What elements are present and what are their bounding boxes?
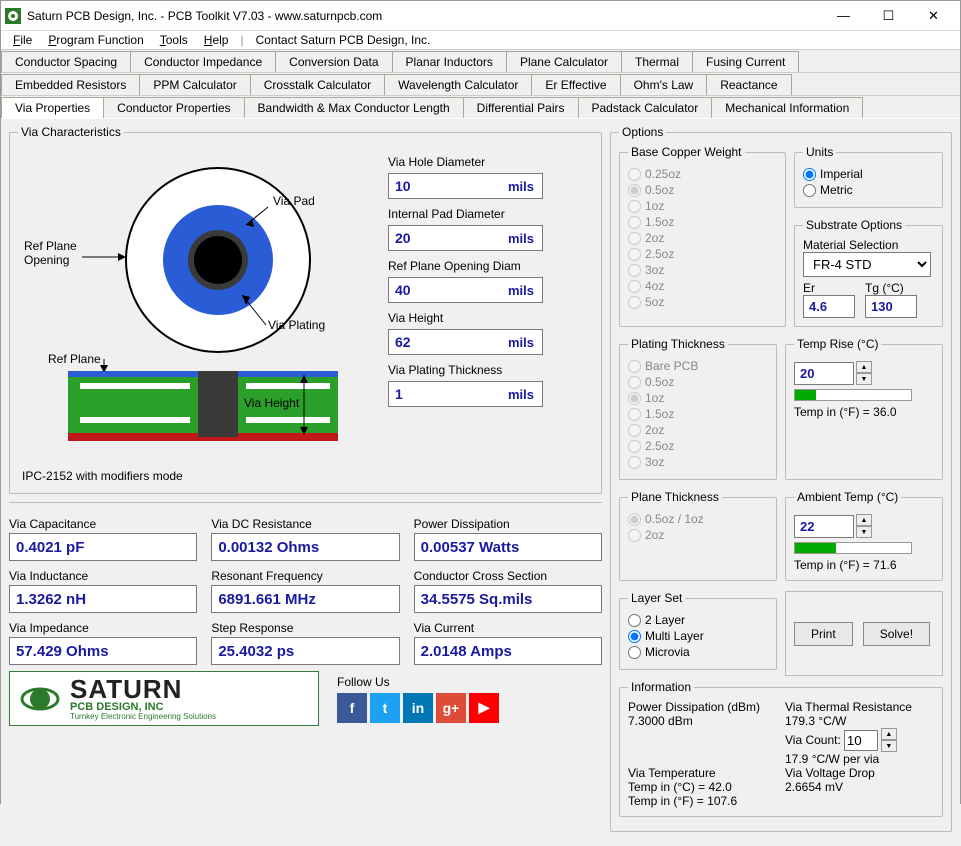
substrate-group: Substrate Options Material Selection FR-… bbox=[794, 218, 943, 327]
plane-thickness-group: Plane Thickness0.5oz / 1oz2oz bbox=[619, 490, 777, 581]
tab-conductor-impedance[interactable]: Conductor Impedance bbox=[130, 51, 276, 72]
tab-thermal[interactable]: Thermal bbox=[621, 51, 693, 72]
via_height-input[interactable] bbox=[389, 334, 479, 350]
via_current-value: 2.0148 Amps bbox=[414, 637, 602, 665]
temp-rise-down[interactable]: ▼ bbox=[856, 373, 872, 385]
tab-embedded-resistors[interactable]: Embedded Resistors bbox=[1, 74, 140, 95]
logo-main: SATURN bbox=[70, 676, 216, 702]
via-count-input[interactable] bbox=[844, 730, 878, 751]
tab-conductor-properties[interactable]: Conductor Properties bbox=[103, 97, 244, 118]
titlebar-title: Saturn PCB Design, Inc. - PCB Toolkit V7… bbox=[27, 9, 821, 23]
solve-button[interactable]: Solve! bbox=[863, 622, 930, 646]
via_dc_resistance-value: 0.00132 Ohms bbox=[211, 533, 399, 561]
via_hole_diameter-input[interactable] bbox=[389, 178, 479, 194]
via-diagram: Via Pad Ref Plane Opening Via Plating Re… bbox=[18, 145, 378, 465]
svg-text:Opening: Opening bbox=[24, 253, 69, 267]
temp-rise-up[interactable]: ▲ bbox=[856, 361, 872, 373]
tab-ppm-calculator[interactable]: PPM Calculator bbox=[139, 74, 250, 95]
menu-program-function[interactable]: Program Function bbox=[42, 31, 149, 49]
via_capacitance-value: 0.4021 pF bbox=[9, 533, 197, 561]
tab-crosstalk-calculator[interactable]: Crosstalk Calculator bbox=[250, 74, 385, 95]
tab-er-effective[interactable]: Er Effective bbox=[531, 74, 620, 95]
via-characteristics-legend: Via Characteristics bbox=[18, 125, 124, 139]
youtube-icon[interactable]: ▶ bbox=[469, 693, 499, 723]
titlebar: Saturn PCB Design, Inc. - PCB Toolkit V7… bbox=[1, 1, 960, 31]
gplus-icon[interactable]: g+ bbox=[436, 693, 466, 723]
ambient-temp-input[interactable] bbox=[794, 515, 854, 538]
linkedin-icon[interactable]: in bbox=[403, 693, 433, 723]
base-copper-group: Base Copper Weight0.25oz0.5oz1oz1.5oz2oz… bbox=[619, 145, 786, 327]
via_inductance-value: 1.3262 nH bbox=[9, 585, 197, 613]
close-button[interactable]: ✕ bbox=[911, 1, 956, 31]
step_response-value: 25.4032 ps bbox=[211, 637, 399, 665]
ref_plane_opening-input[interactable] bbox=[389, 282, 479, 298]
plating-thickness-group: Plating ThicknessBare PCB0.5oz1oz1.5oz2o… bbox=[619, 337, 777, 480]
er-input[interactable] bbox=[803, 295, 855, 318]
ambient-temp-group: Ambient Temp (°C) ▲▼ Temp in (°F) = 71.6 bbox=[785, 490, 943, 581]
options-group: Options Base Copper Weight0.25oz0.5oz1oz… bbox=[610, 125, 952, 832]
logo-tag: Turnkey Electronic Engineering Solutions bbox=[70, 713, 216, 721]
follow-label: Follow Us bbox=[337, 675, 499, 689]
tab-fusing-current[interactable]: Fusing Current bbox=[692, 51, 799, 72]
menu-file[interactable]: File bbox=[7, 31, 38, 49]
saturn-logo[interactable]: SATURN PCB DESIGN, INC Turnkey Electroni… bbox=[9, 671, 319, 726]
svg-text:Via Plating: Via Plating bbox=[268, 318, 325, 332]
tab-differential-pairs[interactable]: Differential Pairs bbox=[463, 97, 579, 118]
information-group: Information Power Dissipation (dBm)7.300… bbox=[619, 680, 943, 817]
temp-rise-group: Temp Rise (°C) ▲▼ Temp in (°F) = 36.0 bbox=[785, 337, 943, 480]
tab-bandwidth-max-conductor-length[interactable]: Bandwidth & Max Conductor Length bbox=[244, 97, 464, 118]
tab-padstack-calculator[interactable]: Padstack Calculator bbox=[578, 97, 713, 118]
app-window: Saturn PCB Design, Inc. - PCB Toolkit V7… bbox=[0, 0, 961, 804]
svg-text:Via Height: Via Height bbox=[244, 396, 300, 410]
print-button[interactable]: Print bbox=[794, 622, 853, 646]
minimize-button[interactable]: — bbox=[821, 1, 866, 31]
maximize-button[interactable]: ☐ bbox=[866, 1, 911, 31]
tab-reactance[interactable]: Reactance bbox=[706, 74, 791, 95]
menu-tools[interactable]: Tools bbox=[154, 31, 194, 49]
tab-wavelength-calculator[interactable]: Wavelength Calculator bbox=[384, 74, 532, 95]
tab-ohm-s-law[interactable]: Ohm's Law bbox=[620, 74, 708, 95]
power_dissipation-value: 0.00537 Watts bbox=[414, 533, 602, 561]
via_plating_thickness-input[interactable] bbox=[389, 386, 479, 402]
svg-text:Ref Plane: Ref Plane bbox=[48, 352, 101, 366]
mode-text: IPC-2152 with modifiers mode bbox=[22, 469, 593, 483]
resonant_frequency-value: 6891.661 MHz bbox=[211, 585, 399, 613]
tg-input[interactable] bbox=[865, 295, 917, 318]
app-icon bbox=[5, 8, 21, 24]
tab-conversion-data[interactable]: Conversion Data bbox=[275, 51, 392, 72]
layer-set-group: Layer Set2 LayerMulti LayerMicrovia bbox=[619, 591, 777, 670]
internal_pad_diameter-input[interactable] bbox=[389, 230, 479, 246]
menubar: File Program Function Tools Help | Conta… bbox=[1, 31, 960, 49]
material-select[interactable]: FR-4 STD bbox=[803, 252, 931, 277]
svg-text:Via Pad: Via Pad bbox=[273, 194, 315, 208]
menu-help[interactable]: Help bbox=[198, 31, 235, 49]
via-characteristics-group: Via Characteristics Via Pad Ref Plane Op… bbox=[9, 125, 602, 494]
tab-conductor-spacing[interactable]: Conductor Spacing bbox=[1, 51, 131, 72]
twitter-icon[interactable]: t bbox=[370, 693, 400, 723]
tab-mechanical-information[interactable]: Mechanical Information bbox=[711, 97, 863, 118]
tab-via-properties[interactable]: Via Properties bbox=[1, 97, 104, 118]
tab-planar-inductors[interactable]: Planar Inductors bbox=[392, 51, 507, 72]
facebook-icon[interactable]: f bbox=[337, 693, 367, 723]
svg-text:Ref Plane: Ref Plane bbox=[24, 239, 77, 253]
ambient-up[interactable]: ▲ bbox=[856, 514, 872, 526]
units-group: UnitsImperialMetric bbox=[794, 145, 943, 208]
via_impedance-value: 57.429 Ohms bbox=[9, 637, 197, 665]
conductor_cross_section-value: 34.5575 Sq.mils bbox=[414, 585, 602, 613]
tab-plane-calculator[interactable]: Plane Calculator bbox=[506, 51, 622, 72]
ambient-down[interactable]: ▼ bbox=[856, 526, 872, 538]
temp-rise-input[interactable] bbox=[794, 362, 854, 385]
menu-contact[interactable]: Contact Saturn PCB Design, Inc. bbox=[250, 31, 437, 49]
